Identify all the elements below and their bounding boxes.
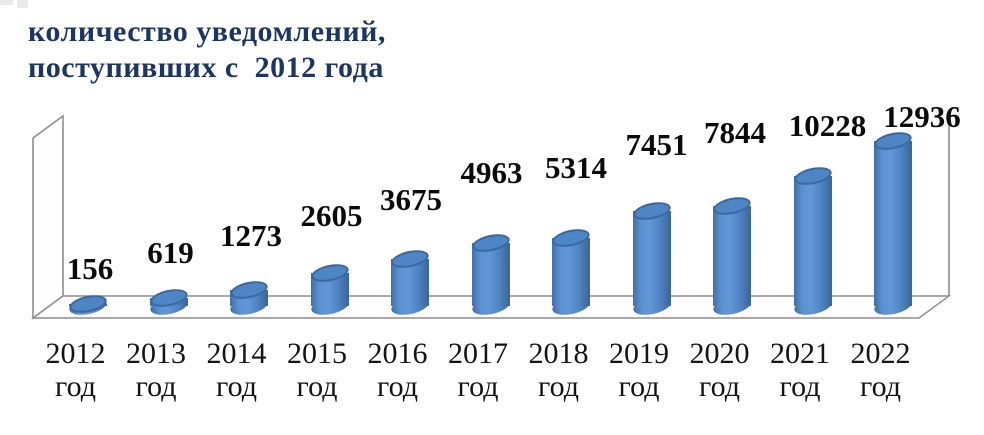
cylinder-body [874, 140, 912, 306]
x-axis-label: 2016 год [348, 337, 448, 403]
x-axis-label: 2022 год [831, 337, 931, 403]
value-label: 10228 [788, 107, 867, 143]
x-axis-label-year: 2013 [126, 337, 186, 370]
x-axis-label-suffix: год [135, 370, 177, 403]
value-label: 1273 [220, 217, 282, 253]
x-axis-label-year: 2016 [367, 337, 428, 370]
value-label: 619 [147, 235, 194, 271]
cylinder-body [793, 175, 832, 306]
value-label: 2605 [300, 197, 363, 233]
value-label: 12936 [883, 98, 961, 134]
x-axis-label: 2014 год [187, 337, 287, 403]
x-axis-label-suffix: год [296, 370, 338, 403]
x-axis-label-year: 2012 [45, 337, 106, 370]
value-label: 4963 [460, 154, 523, 190]
x-axis-label-year: 2014 [206, 337, 267, 370]
x-axis-label-year: 2017 [448, 337, 508, 370]
x-axis-label: 2013 год [106, 337, 206, 403]
x-axis-label: 2019 год [589, 337, 689, 403]
chart-title: количество уведомлений, поступивших с 20… [28, 14, 386, 86]
value-label: 7844 [704, 114, 766, 150]
value-label: 156 [66, 251, 114, 286]
x-axis-label-year: 2021 [770, 337, 830, 370]
chart-title-line-2: поступивших с 2012 года [28, 51, 384, 84]
x-axis-label-suffix: год [538, 370, 579, 403]
x-axis-label: 2017 год [428, 337, 528, 403]
x-axis-label: 2020 год [670, 337, 770, 403]
value-label: 5314 [545, 150, 607, 186]
x-axis-label: 2018 год [509, 337, 609, 403]
x-axis-label-suffix: год [216, 370, 257, 403]
cylinder-body [713, 205, 751, 306]
x-axis-label-suffix: год [779, 370, 821, 403]
x-axis-label-suffix: год [699, 370, 740, 403]
x-axis-label-year: 2020 [689, 337, 750, 370]
x-axis-label-year: 2019 [609, 337, 669, 370]
x-axis-label-suffix: год [618, 370, 660, 403]
cylinder-body [471, 242, 510, 306]
x-axis-label: 2021 год [750, 337, 850, 403]
x-axis-label-suffix: год [860, 370, 901, 403]
cylinder-body [552, 238, 590, 306]
x-axis-label: 2012 год [26, 337, 126, 403]
x-axis-label-year: 2022 [850, 337, 911, 370]
x-axis-label-suffix: год [457, 370, 499, 403]
x-axis-label-suffix: год [55, 370, 96, 403]
screen-artifact [17, 0, 28, 8]
cylinder-body [632, 210, 671, 306]
value-label: 3675 [380, 182, 442, 218]
x-axis-label: 2015 год [267, 337, 367, 403]
chart-title-line-1: количество уведомлений, [28, 15, 386, 48]
x-axis-label-year: 2015 [287, 337, 347, 370]
x-axis-label-suffix: год [377, 370, 418, 403]
x-axis-label-year: 2018 [528, 337, 589, 370]
screen-artifact [0, 0, 13, 5]
value-label: 7451 [625, 126, 688, 162]
